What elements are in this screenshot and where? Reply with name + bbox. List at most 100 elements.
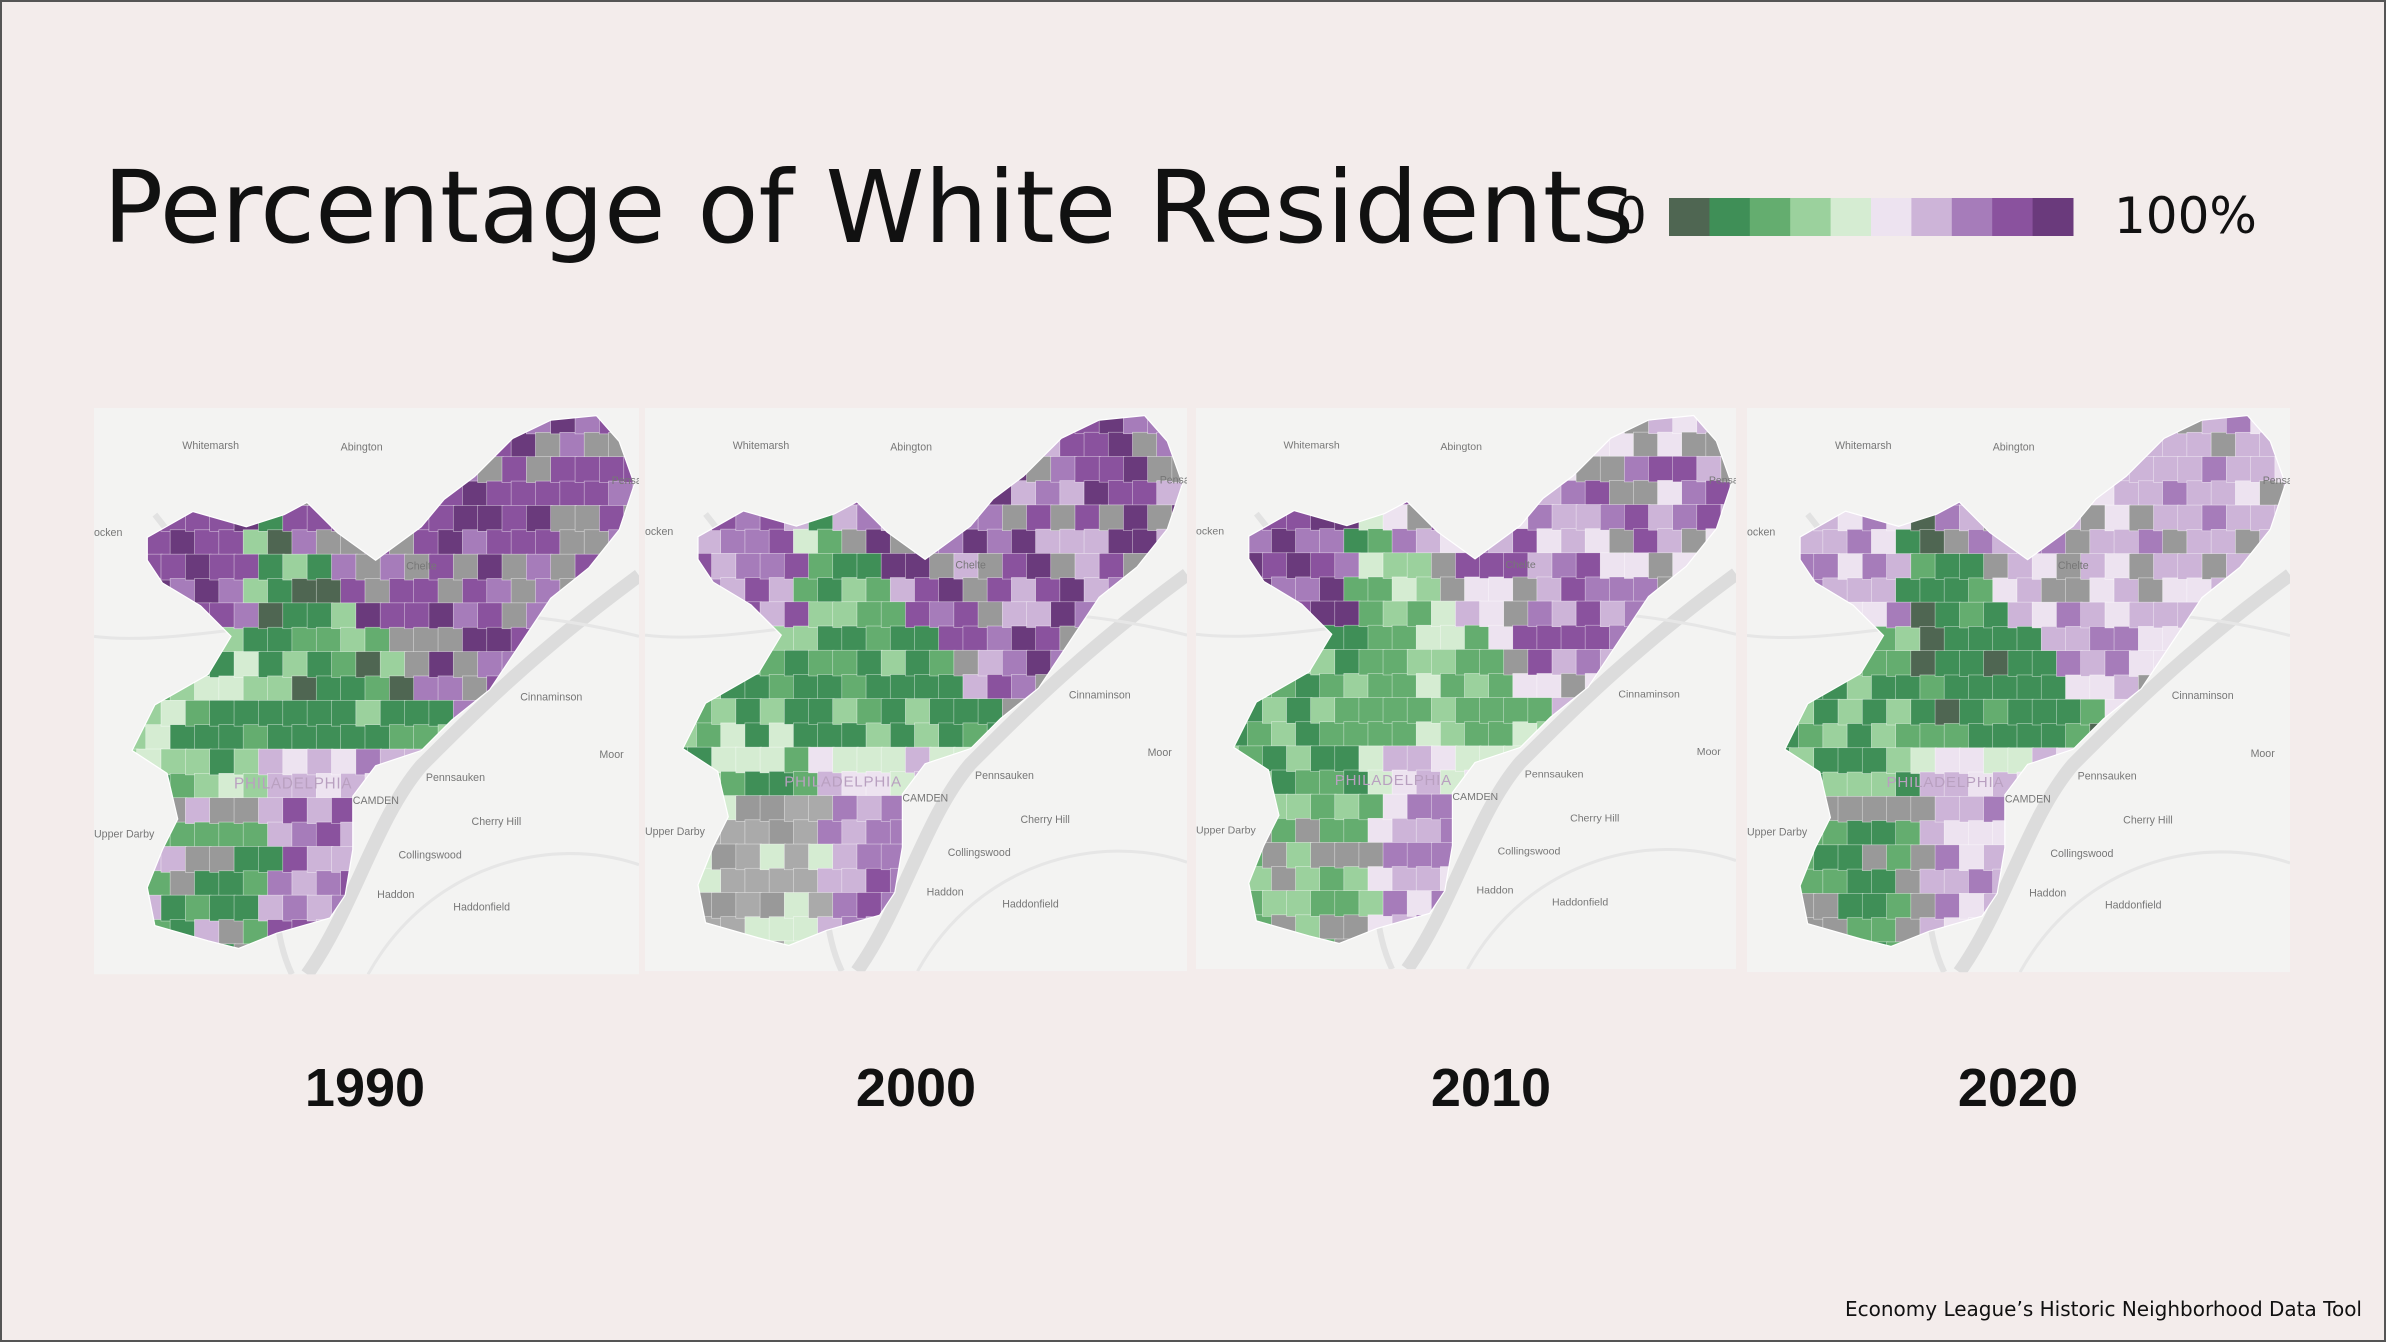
tract xyxy=(1871,529,1898,556)
place-label: Haddon xyxy=(1477,885,1514,897)
tract xyxy=(1886,553,1913,580)
tract xyxy=(2153,504,2180,532)
tract xyxy=(160,699,188,727)
tract xyxy=(2040,723,2068,750)
tract xyxy=(1367,528,1394,555)
river xyxy=(851,569,1188,972)
tract xyxy=(1943,723,1971,750)
tract xyxy=(1334,890,1361,917)
map-year: 2000 xyxy=(856,1058,976,1118)
tract xyxy=(1992,577,2019,604)
tract xyxy=(1813,844,1840,871)
tract xyxy=(1527,552,1554,579)
tract xyxy=(1132,480,1159,507)
tract xyxy=(315,578,343,605)
tract xyxy=(865,722,893,749)
tract xyxy=(905,649,932,677)
place-label: Chelte xyxy=(955,559,986,571)
tract xyxy=(306,651,334,678)
tract xyxy=(1050,504,1077,531)
tract xyxy=(1286,842,1313,869)
tract xyxy=(1295,721,1322,748)
tract xyxy=(218,675,246,703)
tract xyxy=(986,625,1014,653)
legend-swatch xyxy=(2032,198,2074,236)
tract xyxy=(1575,600,1603,628)
tract xyxy=(1861,844,1889,871)
tract xyxy=(1861,698,1889,726)
legend-bar xyxy=(1669,198,2074,236)
tract xyxy=(1871,674,1898,702)
tract xyxy=(808,843,835,871)
tract xyxy=(783,553,811,580)
tract xyxy=(355,699,383,727)
tract xyxy=(938,674,965,701)
tract xyxy=(808,795,835,822)
tract xyxy=(1415,576,1443,603)
tract xyxy=(1934,650,1962,677)
tract xyxy=(404,699,431,727)
tract xyxy=(768,916,796,943)
tract xyxy=(1382,890,1409,917)
tract xyxy=(2210,480,2238,507)
tract xyxy=(1343,576,1370,603)
tract xyxy=(953,601,980,628)
tract xyxy=(1551,552,1578,579)
tract xyxy=(2153,456,2180,483)
tract xyxy=(1919,820,1946,847)
place-label: CAMDEN xyxy=(902,793,948,805)
map-year: 2010 xyxy=(1431,1058,1551,1118)
tract xyxy=(1672,455,1699,483)
tract xyxy=(1074,456,1102,483)
tract xyxy=(1334,649,1361,676)
tract xyxy=(291,821,319,849)
tract xyxy=(194,821,221,849)
place-label: Collingswood xyxy=(1498,845,1561,857)
tract xyxy=(735,843,762,871)
tract xyxy=(720,771,747,798)
tract xyxy=(331,602,358,630)
tract xyxy=(2104,650,2132,677)
tract xyxy=(1415,769,1443,796)
river xyxy=(301,569,639,975)
tract xyxy=(841,674,868,701)
tract xyxy=(331,748,358,776)
tract xyxy=(1968,577,1995,604)
tract xyxy=(1147,456,1174,483)
tract xyxy=(808,892,835,919)
tract xyxy=(1536,528,1563,555)
tract xyxy=(1415,673,1443,700)
tract xyxy=(808,698,835,725)
tract xyxy=(1035,480,1062,507)
tract xyxy=(169,870,197,897)
tract xyxy=(1132,431,1159,459)
tract xyxy=(1512,528,1539,555)
tract xyxy=(1837,795,1865,823)
tract xyxy=(986,674,1014,701)
place-label: Pensal xyxy=(1160,475,1192,487)
basemap: Whitemarsh Abington Pensal ocken Chelte Cinna… xyxy=(94,408,639,975)
tract xyxy=(720,867,747,895)
tract xyxy=(929,553,956,580)
place-label: Abington xyxy=(1440,441,1482,453)
tract xyxy=(793,771,820,798)
tract xyxy=(145,724,172,751)
tract xyxy=(2128,504,2156,532)
tract xyxy=(583,432,611,459)
tract xyxy=(1011,625,1038,653)
place-label: PHILADELPHIA xyxy=(234,776,352,793)
tract xyxy=(1575,649,1603,676)
tract xyxy=(194,870,221,897)
tract xyxy=(574,505,602,532)
tract xyxy=(1943,820,1971,847)
tract xyxy=(1295,528,1322,555)
tract xyxy=(218,529,246,556)
tract xyxy=(953,698,980,725)
tract xyxy=(962,528,989,556)
tract xyxy=(2201,553,2229,580)
tract xyxy=(1415,817,1443,845)
tract xyxy=(477,553,504,581)
tract xyxy=(880,698,908,725)
tract xyxy=(282,797,309,824)
